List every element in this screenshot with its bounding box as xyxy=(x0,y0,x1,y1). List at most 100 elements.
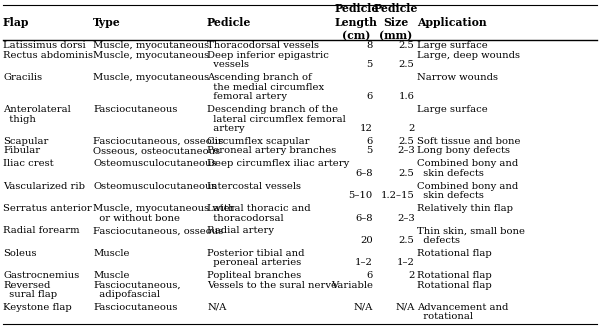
Text: 2: 2 xyxy=(408,271,415,280)
Text: 2.5: 2.5 xyxy=(399,169,415,178)
Text: Reversed: Reversed xyxy=(3,281,50,290)
Text: Combined bony and: Combined bony and xyxy=(417,159,518,168)
Text: lateral circumflex femoral: lateral circumflex femoral xyxy=(207,114,346,124)
Text: Vessels to the sural nerve: Vessels to the sural nerve xyxy=(207,281,337,290)
Text: Vascularized rib: Vascularized rib xyxy=(3,182,85,190)
Text: thigh: thigh xyxy=(3,114,36,124)
Text: Rotational flap: Rotational flap xyxy=(417,249,492,258)
Text: Muscle, myocutaneous with: Muscle, myocutaneous with xyxy=(93,204,235,213)
Text: Rotational flap: Rotational flap xyxy=(417,271,492,280)
Text: Soft tissue and bone: Soft tissue and bone xyxy=(417,137,521,146)
Text: Keystone flap: Keystone flap xyxy=(3,303,72,312)
Text: skin defects: skin defects xyxy=(417,169,484,178)
Text: 6: 6 xyxy=(367,271,373,280)
Text: Soleus: Soleus xyxy=(3,249,37,258)
Text: or without bone: or without bone xyxy=(93,214,180,222)
Text: Radial forearm: Radial forearm xyxy=(3,226,80,235)
Text: 5: 5 xyxy=(366,60,373,69)
Text: 6: 6 xyxy=(367,92,373,101)
Text: Osteomusculocutaneous: Osteomusculocutaneous xyxy=(93,182,217,190)
Text: 1–2: 1–2 xyxy=(355,258,373,267)
Text: 6–8: 6–8 xyxy=(355,169,373,178)
Text: Rectus abdominis: Rectus abdominis xyxy=(3,51,93,60)
Text: Latissimus dorsi: Latissimus dorsi xyxy=(3,41,86,50)
Text: the medial circumflex: the medial circumflex xyxy=(207,83,324,92)
Text: Thoracodorsal vessels: Thoracodorsal vessels xyxy=(207,41,319,50)
Text: 2: 2 xyxy=(408,124,415,133)
Text: Gastrocnemius: Gastrocnemius xyxy=(3,271,79,280)
Text: defects: defects xyxy=(417,236,460,245)
Text: Relatively thin flap: Relatively thin flap xyxy=(417,204,513,213)
Text: Descending branch of the: Descending branch of the xyxy=(207,105,338,114)
Text: 2–3: 2–3 xyxy=(397,214,415,222)
Text: adipofascial: adipofascial xyxy=(93,290,160,299)
Text: Fibular: Fibular xyxy=(3,146,40,156)
Text: peroneal arteries: peroneal arteries xyxy=(207,258,301,267)
Text: 1.2–15: 1.2–15 xyxy=(381,191,415,200)
Text: 2.5: 2.5 xyxy=(399,236,415,245)
Text: Muscle, myocutaneous: Muscle, myocutaneous xyxy=(93,73,209,82)
Text: N/A: N/A xyxy=(395,303,415,312)
Text: 12: 12 xyxy=(360,124,373,133)
Text: femoral artery: femoral artery xyxy=(207,92,287,101)
Text: Large, deep wounds: Large, deep wounds xyxy=(417,51,520,60)
Text: 5: 5 xyxy=(366,146,373,156)
Text: 20: 20 xyxy=(360,236,373,245)
Text: Fasciocutaneous, osseous: Fasciocutaneous, osseous xyxy=(93,226,223,235)
Text: Variable: Variable xyxy=(331,281,373,290)
Text: Intercostal vessels: Intercostal vessels xyxy=(207,182,301,190)
Text: Large surface: Large surface xyxy=(417,105,488,114)
Text: Muscle, myocutaneous: Muscle, myocutaneous xyxy=(93,41,209,50)
Text: Rotational flap: Rotational flap xyxy=(417,281,492,290)
Text: sural flap: sural flap xyxy=(3,290,57,299)
Text: Fasciocutaneous, osseous: Fasciocutaneous, osseous xyxy=(93,137,223,146)
Text: Peroneal artery branches: Peroneal artery branches xyxy=(207,146,336,156)
Text: Popliteal branches: Popliteal branches xyxy=(207,271,301,280)
Text: Fasciocutaneous: Fasciocutaneous xyxy=(93,105,178,114)
Text: Application: Application xyxy=(417,17,487,28)
Text: rotational: rotational xyxy=(417,313,473,321)
Text: 1.6: 1.6 xyxy=(399,92,415,101)
Text: 2.5: 2.5 xyxy=(399,41,415,50)
Text: Posterior tibial and: Posterior tibial and xyxy=(207,249,305,258)
Text: 2.5: 2.5 xyxy=(399,60,415,69)
Text: Pedicle
Length
(cm): Pedicle Length (cm) xyxy=(334,3,379,42)
Text: Deep inferior epigastric: Deep inferior epigastric xyxy=(207,51,329,60)
Text: 8: 8 xyxy=(366,41,373,50)
Text: Large surface: Large surface xyxy=(417,41,488,50)
Text: Gracilis: Gracilis xyxy=(3,73,42,82)
Text: 2–3: 2–3 xyxy=(397,146,415,156)
Text: Radial artery: Radial artery xyxy=(207,226,274,235)
Text: 5–10: 5–10 xyxy=(349,191,373,200)
Text: Fasciocutaneous,: Fasciocutaneous, xyxy=(93,281,181,290)
Text: thoracodorsal: thoracodorsal xyxy=(207,214,284,222)
Text: Narrow wounds: Narrow wounds xyxy=(417,73,498,82)
Text: Thin skin, small bone: Thin skin, small bone xyxy=(417,226,525,235)
Text: vessels: vessels xyxy=(207,60,249,69)
Text: Anterolateral: Anterolateral xyxy=(3,105,71,114)
Text: Lateral thoracic and: Lateral thoracic and xyxy=(207,204,311,213)
Text: 1–2: 1–2 xyxy=(397,258,415,267)
Text: Ascending branch of: Ascending branch of xyxy=(207,73,312,82)
Text: 6–8: 6–8 xyxy=(355,214,373,222)
Text: Muscle: Muscle xyxy=(93,271,130,280)
Text: Osseous, osteocutaneous: Osseous, osteocutaneous xyxy=(93,146,220,156)
Text: Iliac crest: Iliac crest xyxy=(3,159,53,168)
Text: Deep circumflex iliac artery: Deep circumflex iliac artery xyxy=(207,159,349,168)
Text: artery: artery xyxy=(207,124,245,133)
Text: skin defects: skin defects xyxy=(417,191,484,200)
Text: Combined bony and: Combined bony and xyxy=(417,182,518,190)
Text: Serratus anterior: Serratus anterior xyxy=(3,204,92,213)
Text: Osteomusculocutaneous: Osteomusculocutaneous xyxy=(93,159,217,168)
Text: Flap: Flap xyxy=(3,17,29,28)
Text: Pedicle: Pedicle xyxy=(207,17,251,28)
Text: Advancement and: Advancement and xyxy=(417,303,508,312)
Text: 6: 6 xyxy=(367,137,373,146)
Text: N/A: N/A xyxy=(353,303,373,312)
Text: Muscle: Muscle xyxy=(93,249,130,258)
Text: Long bony defects: Long bony defects xyxy=(417,146,510,156)
Text: Circumflex scapular: Circumflex scapular xyxy=(207,137,310,146)
Text: Fasciocutaneous: Fasciocutaneous xyxy=(93,303,178,312)
Text: 2.5: 2.5 xyxy=(399,137,415,146)
Text: Type: Type xyxy=(93,17,121,28)
